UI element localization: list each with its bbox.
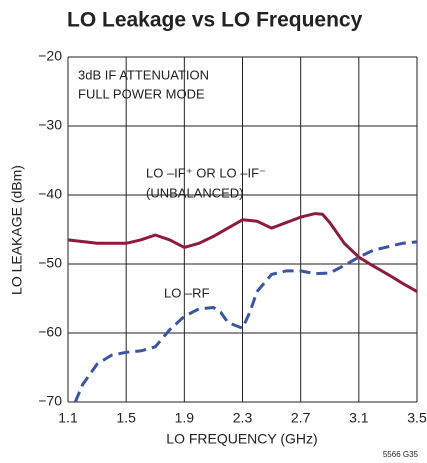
annotation: FULL POWER MODE bbox=[78, 86, 205, 101]
y-tick-label: −30 bbox=[38, 117, 62, 133]
x-tick-label: 2.3 bbox=[233, 410, 253, 426]
x-tick-label: 2.7 bbox=[291, 410, 311, 426]
x-tick-label: 1.5 bbox=[116, 410, 136, 426]
y-tick-label: −50 bbox=[38, 255, 62, 271]
chart-title: LO Leakage vs LO Frequency bbox=[67, 9, 363, 32]
series-line bbox=[67, 212, 418, 293]
figure-id: 5566 G35 bbox=[383, 450, 419, 459]
y-tick-label: −40 bbox=[38, 186, 62, 202]
series-line bbox=[73, 240, 418, 403]
y-tick-label: −60 bbox=[38, 324, 62, 340]
annotation: (UNBALANCED) bbox=[146, 185, 244, 200]
x-tick-label: 3.1 bbox=[349, 410, 369, 426]
annotation: 3dB IF ATTENUATION bbox=[78, 67, 209, 82]
x-tick-label: 1.1 bbox=[58, 410, 78, 426]
y-axis-label: LO LEAKAGE (dBm) bbox=[9, 165, 25, 295]
series-label: LO –RF bbox=[164, 285, 210, 300]
y-tick-label: −70 bbox=[38, 393, 62, 409]
y-tick-label: −20 bbox=[38, 48, 62, 64]
x-axis-label: LO FREQUENCY (GHz) bbox=[166, 431, 317, 447]
x-tick-label: 3.5 bbox=[407, 410, 427, 426]
x-tick-label: 1.9 bbox=[175, 410, 195, 426]
series-label: LO –IF⁺ OR LO –IF⁻ bbox=[146, 165, 266, 180]
